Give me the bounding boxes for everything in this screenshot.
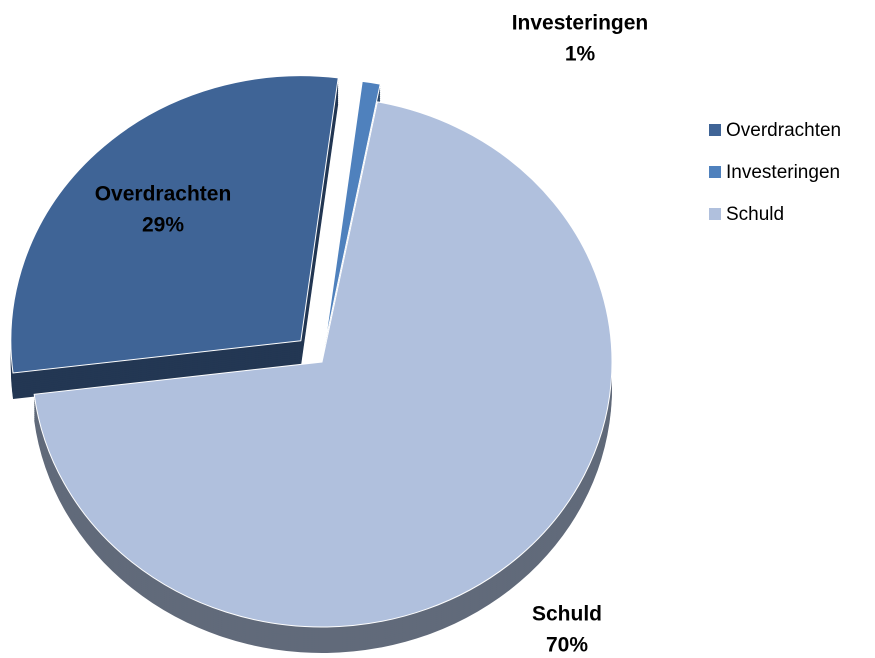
slice-label-name: Schuld (532, 603, 602, 626)
slice-label-value: 1% (565, 43, 596, 66)
slice-label-value: 29% (142, 214, 184, 237)
legend-label: Overdrachten (726, 120, 841, 141)
pie-slice (33, 101, 613, 628)
pie-slice (10, 75, 339, 374)
legend-label: Schuld (726, 204, 784, 225)
slice-label-value: 70% (546, 634, 588, 657)
legend-swatch (709, 124, 721, 136)
legend-swatch (709, 208, 721, 220)
slice-label-name: Investeringen (512, 12, 649, 35)
pie-slice (324, 80, 381, 345)
slice-label-name: Overdrachten (95, 183, 232, 206)
legend-label: Investeringen (726, 162, 840, 183)
legend-swatch (709, 166, 721, 178)
